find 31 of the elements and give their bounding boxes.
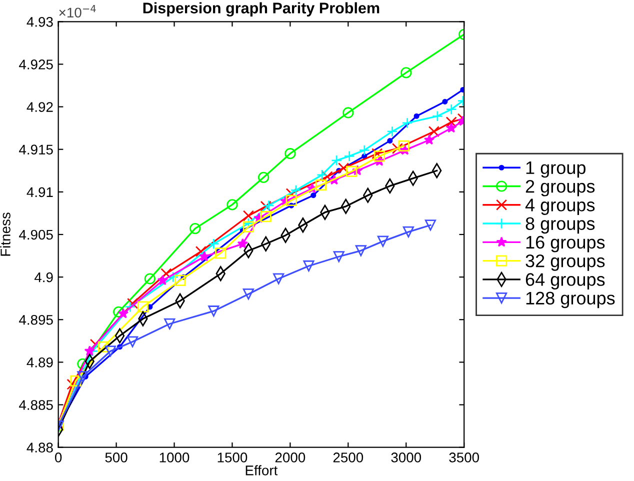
legend-label: 8 groups <box>526 217 595 234</box>
y-tick-label: 4.905 <box>19 230 53 240</box>
y-tick-label: 4.91 <box>26 187 53 198</box>
y-tick-label: 4.925 <box>19 60 53 70</box>
legend-label: 4 groups <box>525 198 595 215</box>
y-tick-label: 4.92 <box>26 102 53 112</box>
x-tick-label: 3500 <box>449 452 479 462</box>
y-tick-label: 4.885 <box>19 400 53 410</box>
x-tick-label: 1000 <box>160 452 190 462</box>
legend-label: 16 groups <box>526 236 605 252</box>
x-tick-label: 3000 <box>391 452 422 462</box>
x-tick-label: 2500 <box>333 452 364 462</box>
x-tick-label: 2000 <box>275 452 306 462</box>
y-tick-label: 4.93 <box>26 16 53 27</box>
y-tick-label: 4.915 <box>19 144 53 155</box>
legend-label: 1 group <box>526 162 586 178</box>
x-tick-label: 1500 <box>218 452 248 462</box>
x-axis-title: Effort <box>246 465 278 476</box>
chart-title: Dispersion graph Parity Problem <box>143 2 380 17</box>
y-tick-label: 4.9 <box>34 272 53 282</box>
x-tick-label: 500 <box>105 452 128 462</box>
legend-label: 32 groups <box>526 254 605 271</box>
legend-label: 128 groups <box>526 292 615 308</box>
text: ×10$^{−4}$ <box>59 4 96 18</box>
y-tick-label: 4.89 <box>26 358 53 368</box>
legend-label: 64 groups <box>526 273 605 290</box>
legend-label: 2 groups <box>526 180 595 196</box>
y-tick-label: 4.895 <box>19 314 53 325</box>
x-tick-label: 0 <box>55 452 62 462</box>
y-tick-label: 4.88 <box>26 442 53 452</box>
y-axis-title: Fitness <box>0 212 10 256</box>
